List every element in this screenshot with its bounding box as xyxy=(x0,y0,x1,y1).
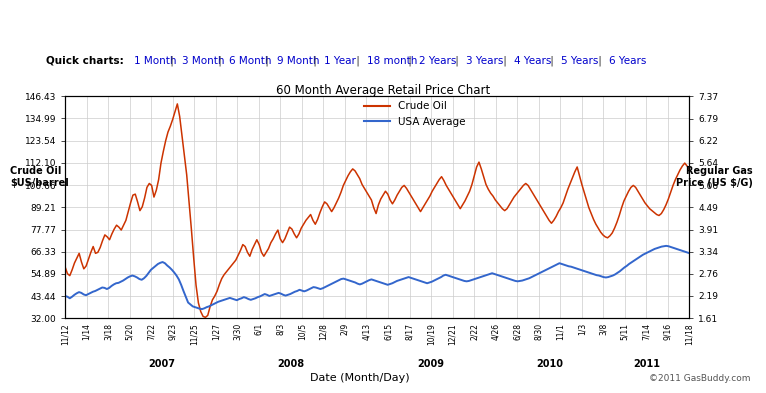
Text: 2 Years: 2 Years xyxy=(419,56,457,66)
Text: ©2011 GasBuddy.com: ©2011 GasBuddy.com xyxy=(649,374,751,383)
Text: 60 Month Average Retail Price Chart: 60 Month Average Retail Price Chart xyxy=(276,84,490,97)
Text: 9 Month: 9 Month xyxy=(277,56,319,66)
Text: 2008: 2008 xyxy=(277,358,305,369)
Text: Crude Oil
$US/barrel: Crude Oil $US/barrel xyxy=(10,166,69,187)
Text: 2009: 2009 xyxy=(417,358,444,369)
Text: Date (Month/Day): Date (Month/Day) xyxy=(310,373,410,383)
Legend: Crude Oil, USA Average: Crude Oil, USA Average xyxy=(364,101,466,127)
Text: Quick charts:: Quick charts: xyxy=(46,56,124,66)
Text: 2010: 2010 xyxy=(536,358,563,369)
Text: 1 Year: 1 Year xyxy=(324,56,356,66)
Text: |: | xyxy=(167,56,178,66)
Text: 6 Years: 6 Years xyxy=(609,56,647,66)
Text: |: | xyxy=(352,56,362,66)
Text: 2007: 2007 xyxy=(149,358,175,369)
Text: 3 Month: 3 Month xyxy=(182,56,224,66)
Text: 5 Years: 5 Years xyxy=(561,56,599,66)
Text: Historical Price Charts: Historical Price Charts xyxy=(9,16,185,30)
Text: |: | xyxy=(262,56,273,66)
Text: 4 Years: 4 Years xyxy=(514,56,552,66)
Text: 3 Years: 3 Years xyxy=(466,56,504,66)
Text: |: | xyxy=(214,56,225,66)
Text: 6 Month: 6 Month xyxy=(229,56,271,66)
Text: |: | xyxy=(594,56,605,66)
Text: 2011: 2011 xyxy=(633,358,660,369)
Text: Regular Gas
Price (US $/G): Regular Gas Price (US $/G) xyxy=(676,166,753,187)
Text: 1 Month: 1 Month xyxy=(134,56,176,66)
Text: |: | xyxy=(404,56,415,66)
Text: |: | xyxy=(547,56,558,66)
Text: |: | xyxy=(452,56,463,66)
Text: 18 month: 18 month xyxy=(367,56,417,66)
Text: |: | xyxy=(499,56,510,66)
Text: |: | xyxy=(309,56,320,66)
